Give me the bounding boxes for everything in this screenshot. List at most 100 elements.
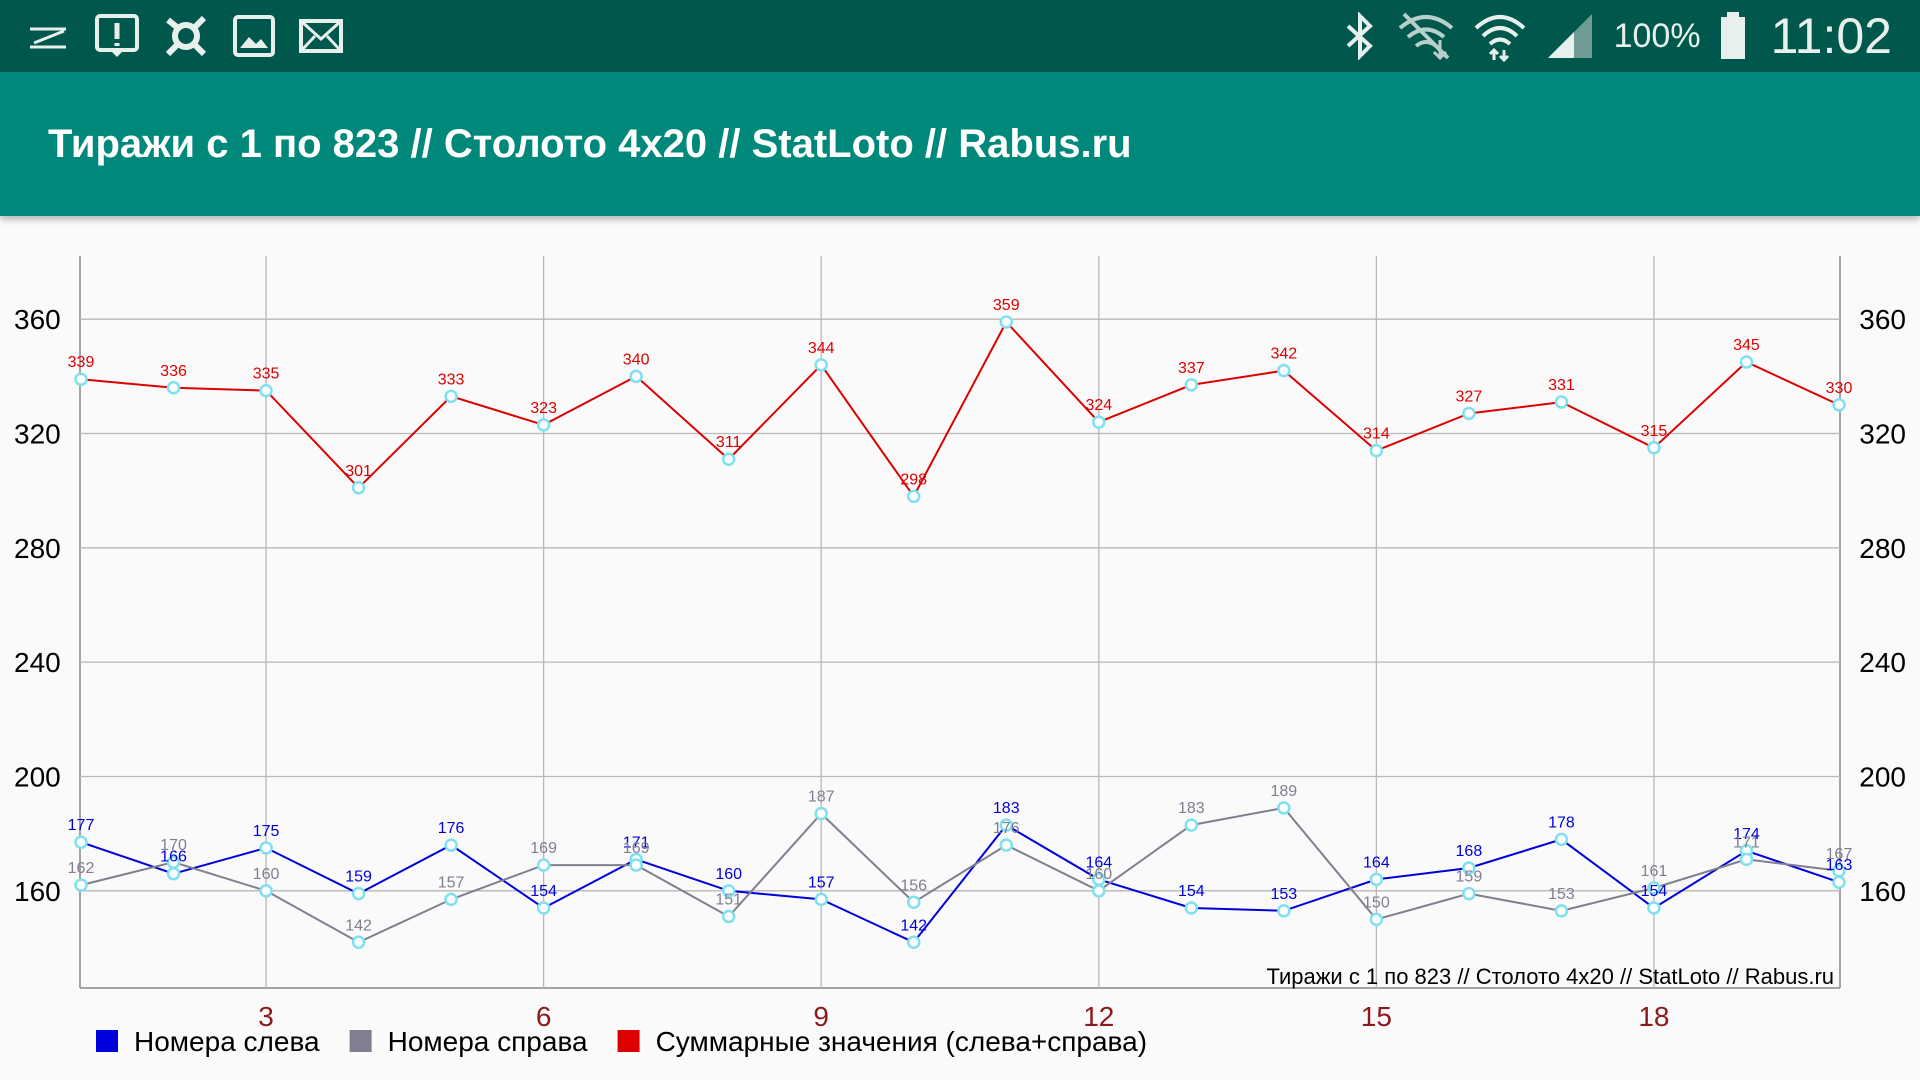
y-tick-label-right: 360	[1859, 304, 1906, 335]
data-point	[1369, 912, 1384, 927]
data-point	[1277, 801, 1291, 815]
battery-percent: 100%	[1613, 16, 1701, 55]
data-point	[1369, 872, 1384, 887]
data-point	[536, 901, 551, 915]
data-point	[1092, 415, 1106, 429]
data-point	[166, 866, 181, 881]
data-point	[721, 884, 736, 898]
data-point	[906, 489, 921, 504]
line-chart: 160 200 240 280 320 360 160 200 240 280 320 360 3 6…	[14, 256, 1906, 1057]
data-point	[444, 838, 458, 852]
data-label: 171	[623, 834, 650, 851]
data-point	[166, 855, 181, 869]
data-point	[444, 892, 458, 907]
x-axis: 3 6 9 12 15 18	[258, 1001, 1669, 1032]
data-label: 177	[68, 817, 95, 834]
data-point	[1184, 818, 1199, 832]
data-point	[721, 452, 736, 466]
data-point	[629, 369, 643, 384]
y-axis-right: 160 200 240 280 320 360	[1859, 304, 1906, 907]
data-label: 183	[1178, 800, 1205, 817]
legend-swatch	[349, 1030, 372, 1052]
data-point	[1739, 355, 1754, 369]
data-label: 323	[530, 400, 557, 417]
data-label: 327	[1456, 388, 1483, 405]
data-label: 167	[1826, 846, 1853, 863]
data-label: 151	[715, 892, 742, 909]
data-label: 142	[345, 917, 372, 934]
data-label: 153	[1270, 886, 1297, 903]
mail-icon	[298, 18, 344, 54]
data-label: 159	[1456, 869, 1483, 886]
legend-swatch	[96, 1030, 118, 1052]
series-lines	[80, 320, 1840, 944]
y-tick-label-left: 360	[14, 304, 61, 335]
data-point	[1832, 398, 1846, 412]
data-point	[259, 884, 273, 898]
x-tick-label: 15	[1361, 1001, 1392, 1032]
signal-icon	[1544, 12, 1596, 60]
data-label: 315	[1641, 423, 1668, 440]
data-point	[259, 383, 273, 398]
y-tick-label-right: 200	[1859, 761, 1906, 792]
bluetooth-icon	[1342, 12, 1378, 60]
data-label: 174	[1733, 826, 1760, 843]
x-tick-label: 12	[1083, 1001, 1114, 1032]
data-point	[1832, 864, 1846, 878]
data-label: 170	[160, 837, 187, 854]
data-label: 176	[993, 820, 1020, 837]
data-label: 331	[1548, 377, 1575, 394]
chart-grid	[79, 256, 1841, 989]
data-point	[351, 886, 366, 901]
data-labels: 177 166 175 159 176 154 171 160 157 142 183 164 154 1…	[68, 297, 1853, 934]
data-point	[1184, 378, 1199, 392]
y-tick-label-right: 240	[1859, 647, 1906, 678]
data-label: 337	[1178, 360, 1205, 377]
data-point	[351, 935, 366, 950]
data-point	[1369, 443, 1384, 458]
data-label: 154	[530, 883, 557, 900]
data-point	[1462, 406, 1476, 421]
y-tick-label-left: 320	[14, 418, 61, 449]
data-point	[1277, 363, 1291, 378]
data-point	[1647, 901, 1661, 915]
data-label: 340	[623, 351, 650, 368]
data-point	[74, 878, 88, 892]
notes-icon	[26, 21, 72, 51]
y-tick-label-left: 240	[14, 647, 61, 678]
data-point	[629, 858, 643, 872]
y-tick-label-right: 280	[1859, 533, 1906, 564]
data-point	[74, 835, 88, 849]
data-label: 333	[438, 371, 465, 388]
series-line-3	[80, 320, 1840, 499]
data-label: 150	[1363, 894, 1390, 911]
wifi-off-icon	[1396, 10, 1456, 62]
data-point	[1462, 886, 1476, 901]
data-label: 183	[993, 800, 1020, 817]
legend-label: Номера слева	[134, 1026, 320, 1057]
series-markers	[74, 315, 1846, 950]
data-label: 160	[715, 866, 742, 883]
y-tick-label-right: 320	[1859, 418, 1906, 449]
data-label: 163	[1826, 857, 1853, 874]
data-point	[1647, 441, 1661, 455]
data-point	[1739, 852, 1754, 867]
data-point	[814, 892, 828, 907]
data-point	[1554, 395, 1569, 409]
data-point	[536, 858, 551, 872]
data-point	[444, 389, 458, 404]
data-point	[999, 838, 1014, 852]
battery-icon	[1719, 12, 1747, 60]
alert-icon	[94, 13, 140, 59]
data-label: 336	[160, 363, 187, 380]
clock: 11:02	[1770, 8, 1892, 64]
data-point	[259, 841, 273, 855]
x-tick-label: 3	[258, 1001, 274, 1032]
data-label: 169	[623, 840, 650, 857]
data-label: 162	[68, 860, 95, 877]
data-point	[721, 909, 736, 924]
chart-legend: Номера слева Номера справа Суммарные значе…	[96, 1026, 1147, 1057]
data-label: 161	[1641, 863, 1668, 880]
image-icon	[232, 14, 276, 58]
data-label: 154	[1641, 883, 1668, 900]
